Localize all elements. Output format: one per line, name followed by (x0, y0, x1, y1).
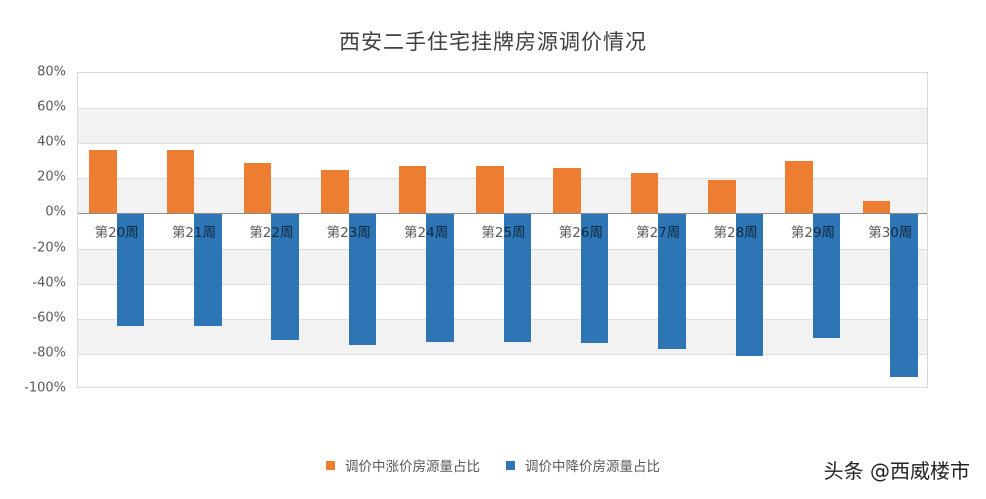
zero-axis-line (78, 213, 927, 215)
bar-rise (398, 166, 427, 214)
gridline (78, 248, 927, 250)
y-tick-label: -80% (32, 345, 66, 361)
x-category-label: 第23周 (326, 225, 371, 242)
x-category-label: 第26周 (558, 225, 603, 242)
watermark: 头条 @西威楼市 (823, 459, 970, 483)
bar-fall (271, 213, 299, 340)
bar-rise (476, 166, 504, 214)
gridline (78, 318, 927, 320)
bar-rise (862, 201, 891, 214)
y-tick-label: -60% (32, 310, 66, 326)
bar-fall (890, 213, 918, 377)
chart-title: 西安二手住宅挂牌房源调价情况 (339, 30, 647, 54)
bar-fall (812, 213, 841, 339)
y-tick-label: 20% (37, 169, 66, 185)
y-tick-label: 60% (37, 99, 66, 115)
legend-label: 调价中降价房源量占比 (525, 459, 660, 475)
bar-fall (580, 213, 609, 344)
bar-fall (658, 213, 686, 349)
legend-item: 调价中涨价房源量占比 (326, 455, 480, 475)
bar-rise (708, 180, 736, 214)
gridline (78, 143, 927, 145)
grid-band (78, 108, 927, 144)
bar-fall (116, 213, 145, 326)
y-tick-label: -40% (32, 275, 66, 291)
bar-fall (348, 213, 377, 346)
x-category-label: 第30周 (868, 225, 913, 242)
y-tick-label: -100% (24, 380, 66, 396)
bar-rise (166, 150, 195, 214)
x-category-label: 第29周 (790, 225, 836, 242)
gridline (78, 353, 927, 355)
x-category-label: 第21周 (171, 225, 217, 242)
x-category-label: 第28周 (713, 225, 758, 242)
y-tick-label: 80% (37, 64, 66, 80)
bar-fall (503, 213, 531, 342)
y-tick-label: -20% (32, 240, 66, 256)
x-category-label: 第25周 (481, 225, 526, 242)
x-category-label: 第22周 (249, 225, 294, 242)
bar-rise (553, 167, 581, 214)
bar-rise (89, 150, 117, 214)
legend-label: 调价中涨价房源量占比 (345, 459, 480, 475)
legend-swatch-icon (506, 460, 515, 470)
y-tick-label: 0% (45, 204, 66, 220)
legend-swatch-icon (326, 460, 335, 470)
bar-fall (735, 213, 764, 356)
gridline (78, 108, 927, 110)
bar-rise (630, 173, 659, 214)
bar-rise (785, 160, 813, 214)
bar-rise (321, 169, 349, 214)
y-tick-label: 40% (37, 134, 66, 150)
bar-rise (243, 162, 272, 214)
bar-fall (194, 213, 222, 326)
plot-area: 第20周 第21周 第22周 第23周 第24周 第25周 第26周 第27周 第28周 第29周… (77, 72, 928, 388)
bar-fall (426, 213, 454, 342)
legend: 调价中涨价房源量占比 调价中降价房源量占比 (0, 455, 986, 475)
gridline (78, 283, 927, 285)
x-category-label: 第27周 (636, 225, 681, 242)
x-category-label: 第24周 (404, 225, 449, 242)
legend-item: 调价中降价房源量占比 (506, 455, 660, 475)
x-category-label: 第20周 (94, 225, 139, 242)
